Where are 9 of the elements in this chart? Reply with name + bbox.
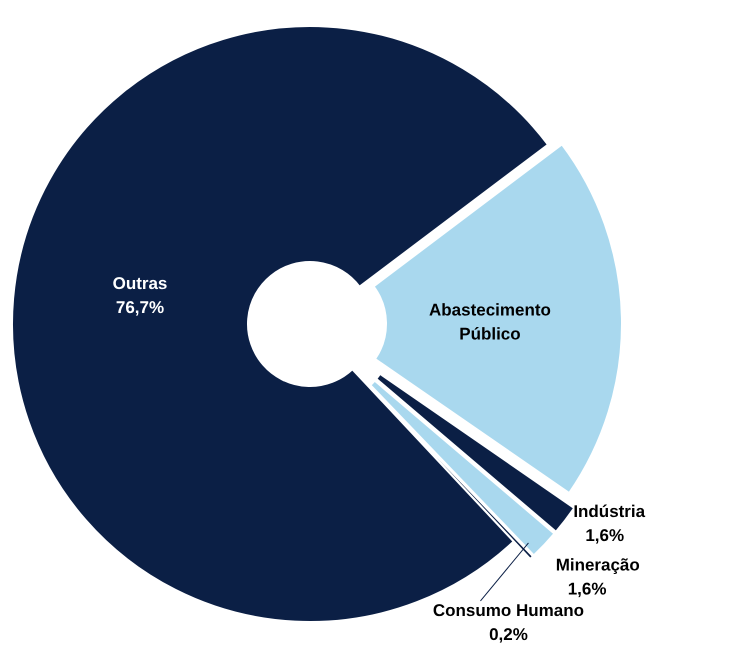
data-label: 0,2% (489, 624, 528, 644)
slice-label: Consumo Humano (432, 600, 584, 620)
slice-label: Outras (112, 274, 168, 293)
slice-label: Abastecimento Público (429, 300, 551, 344)
slice-label: Mineração (556, 556, 640, 575)
slice-label: Indústria (573, 502, 646, 522)
data-label: 76,7% (116, 298, 164, 317)
data-label: 1,6% (568, 580, 606, 599)
data-label: 1,6% (585, 526, 624, 546)
